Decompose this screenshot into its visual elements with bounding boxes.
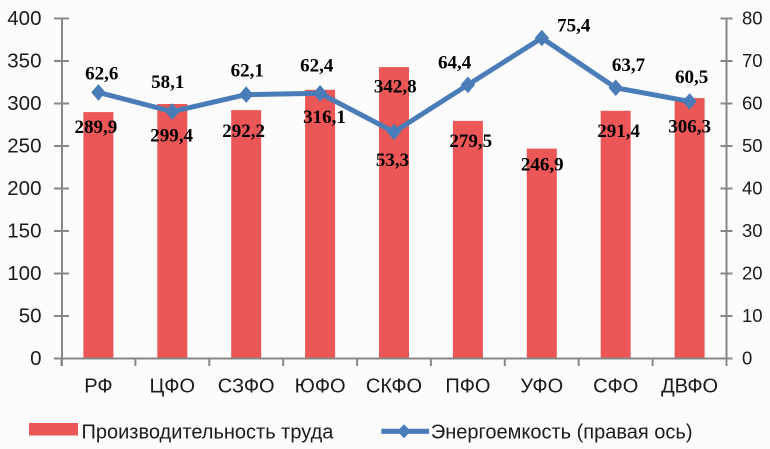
svg-text:300: 300: [7, 92, 41, 115]
svg-text:60: 60: [742, 93, 763, 114]
svg-text:62,4: 62,4: [300, 56, 334, 77]
svg-text:30: 30: [742, 220, 763, 241]
svg-text:ПФО: ПФО: [445, 376, 490, 398]
svg-text:80: 80: [742, 8, 763, 29]
svg-text:291,4: 291,4: [597, 121, 640, 142]
svg-text:60,5: 60,5: [675, 67, 708, 88]
svg-text:Производительность труда: Производительность труда: [82, 422, 335, 444]
svg-text:279,5: 279,5: [449, 131, 492, 152]
svg-text:62,6: 62,6: [85, 64, 118, 85]
svg-text:ДВФО: ДВФО: [661, 376, 718, 398]
svg-text:63,7: 63,7: [612, 55, 646, 76]
svg-text:75,4: 75,4: [557, 15, 591, 36]
svg-text:250: 250: [7, 135, 41, 158]
svg-text:ЦФО: ЦФО: [150, 376, 196, 398]
svg-text:306,3: 306,3: [668, 116, 711, 137]
svg-text:200: 200: [7, 177, 41, 200]
svg-text:СКФО: СКФО: [366, 376, 422, 398]
svg-text:0: 0: [30, 347, 41, 370]
svg-text:400: 400: [7, 7, 41, 30]
svg-text:292,2: 292,2: [222, 121, 265, 142]
svg-text:50: 50: [19, 305, 42, 328]
svg-text:316,1: 316,1: [303, 107, 346, 128]
svg-text:10: 10: [742, 305, 763, 326]
svg-text:342,8: 342,8: [374, 77, 417, 98]
svg-text:350: 350: [7, 50, 41, 73]
svg-text:20: 20: [742, 263, 763, 284]
svg-text:РФ: РФ: [84, 376, 112, 398]
svg-text:70: 70: [742, 50, 763, 71]
svg-text:289,9: 289,9: [75, 117, 118, 138]
svg-text:40: 40: [742, 178, 763, 199]
svg-text:Энергоемкость (правая ось): Энергоемкость (правая ось): [431, 422, 693, 444]
svg-text:0: 0: [742, 348, 752, 369]
svg-text:58,1: 58,1: [151, 72, 184, 93]
svg-text:53,3: 53,3: [376, 150, 409, 171]
svg-text:УФО: УФО: [520, 376, 563, 398]
svg-text:64,4: 64,4: [438, 52, 472, 73]
svg-text:СФО: СФО: [593, 376, 638, 398]
svg-text:150: 150: [7, 220, 41, 243]
svg-text:246,9: 246,9: [521, 155, 564, 176]
svg-text:СЗФО: СЗФО: [218, 376, 275, 398]
svg-text:299,4: 299,4: [150, 126, 193, 147]
svg-text:50: 50: [742, 135, 763, 156]
svg-text:62,1: 62,1: [231, 61, 264, 82]
svg-text:100: 100: [7, 262, 41, 285]
svg-text:ЮФО: ЮФО: [295, 376, 346, 398]
